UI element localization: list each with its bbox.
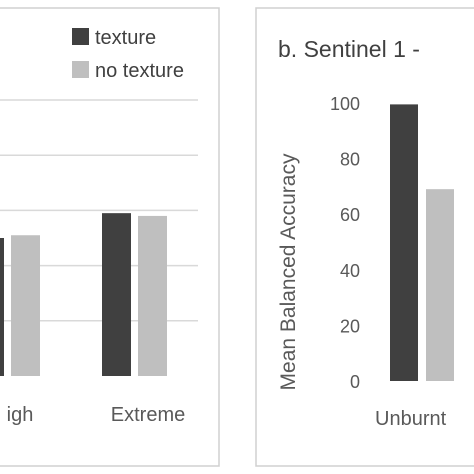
category-label: Extreme [111,404,185,426]
right-panel-frame [255,7,474,467]
bar-no-texture-high [11,235,40,376]
category-label: igh [7,404,34,426]
y-tick-label: 0 [350,372,360,392]
left-panel-frame [0,7,220,467]
y-tick-label: 100 [330,94,360,114]
right-category-labels: Unburnt [375,408,447,430]
bar-no-texture-extreme [138,215,167,376]
right-chart-title: b. Sentinel 1 - [278,36,420,62]
bar-texture-high [0,238,4,376]
y-tick-label: 20 [340,316,360,336]
y-tick-label: 60 [340,205,360,225]
y-axis-label: Mean Balanced Accuracy [277,153,300,390]
y-tick-label: 80 [340,150,360,170]
legend-swatch-texture [72,28,89,45]
y-tick-label: 40 [340,261,360,281]
left-category-labels: igh Extreme [7,404,186,426]
bar-no-texture-unburnt [426,189,454,381]
bar-texture-extreme [102,213,131,376]
right-y-ticks: 0 20 40 60 80 100 [330,94,360,392]
right-bars [390,104,454,381]
left-bars [0,213,167,376]
legend-label-no-texture: no texture [95,60,184,82]
legend-swatch-no-texture [72,61,89,78]
bar-texture-unburnt [390,104,418,381]
category-label: Unburnt [375,408,447,430]
legend-label-texture: texture [95,27,156,49]
legend: texture no texture [72,27,184,82]
